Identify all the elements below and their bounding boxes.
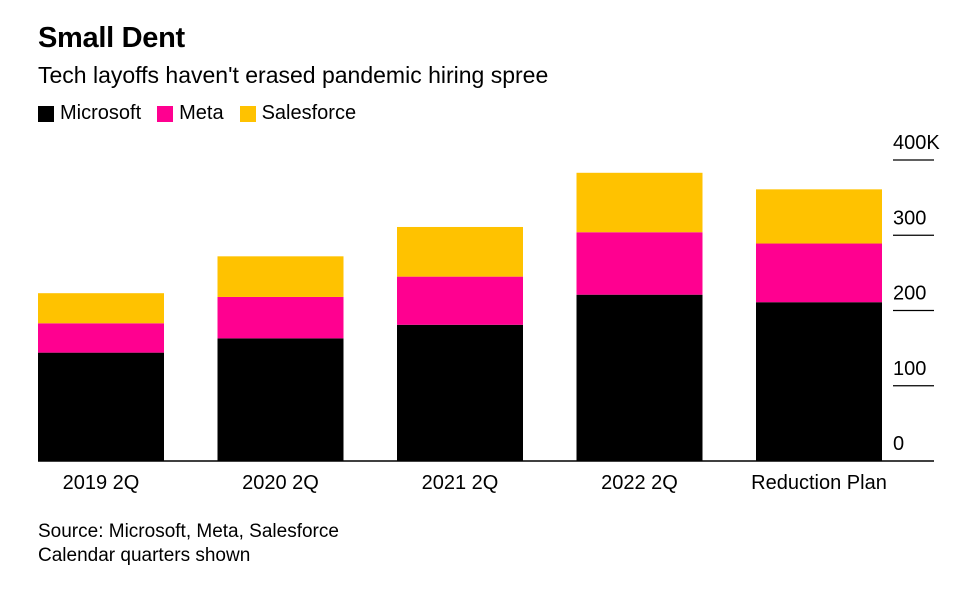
- legend-swatch-salesforce: [239, 105, 256, 122]
- y-tick-label-300: 300: [893, 207, 926, 229]
- bar-microsoft-2020-2q: [217, 338, 344, 461]
- bar-meta-reduction-plan: [756, 243, 882, 303]
- legend-item-salesforce: Salesforce: [239, 102, 357, 125]
- bar-salesforce-reduction-plan: [756, 189, 882, 244]
- chart-title: Small Dent: [38, 22, 185, 54]
- legend-swatch-meta: [157, 105, 174, 122]
- legend-label-microsoft: Microsoft: [60, 102, 142, 124]
- bar-microsoft-2021-2q: [397, 324, 523, 461]
- x-tick-label-2022-2q: 2022 2Q: [601, 472, 678, 494]
- bar-salesforce-2019-2q: [38, 293, 164, 324]
- bar-salesforce-2022-2q: [576, 172, 703, 233]
- bar-salesforce-2020-2q: [217, 256, 344, 297]
- legend-item-meta: Meta: [157, 102, 224, 125]
- x-tick-label-2020-2q: 2020 2Q: [242, 472, 319, 494]
- bar-meta-2022-2q: [576, 232, 703, 295]
- y-tick-label-200: 200: [893, 283, 926, 305]
- legend-label-meta: Meta: [179, 102, 224, 124]
- y-tick-label-100: 100: [893, 358, 926, 380]
- source-note: Source: Microsoft, Meta, Salesforce: [38, 521, 339, 542]
- bar-meta-2021-2q: [397, 276, 523, 325]
- bar-meta-2020-2q: [217, 296, 344, 339]
- bar-salesforce-2021-2q: [397, 226, 523, 277]
- chart-subtitle: Tech layoffs haven't erased pandemic hir…: [38, 62, 549, 88]
- bar-microsoft-2019-2q: [38, 352, 164, 461]
- footer: Source: Microsoft, Meta, Salesforce Cale…: [38, 520, 339, 568]
- legend-swatch-microsoft: [38, 105, 54, 122]
- legend-item-microsoft: Microsoft: [38, 102, 141, 125]
- legend: Microsoft Meta Salesforce: [38, 102, 356, 125]
- x-tick-label-2021-2q: 2021 2Q: [422, 472, 499, 494]
- calendar-note: Calendar quarters shown: [38, 545, 251, 566]
- y-tick-label-0: 0: [893, 433, 904, 455]
- bar-microsoft-2022-2q: [576, 294, 703, 461]
- x-tick-label-reduction-plan: Reduction Plan: [751, 472, 887, 494]
- bar-microsoft-reduction-plan: [756, 302, 882, 461]
- legend-label-salesforce: Salesforce: [261, 102, 357, 124]
- x-tick-label-2019-2q: 2019 2Q: [63, 472, 140, 494]
- bar-meta-2019-2q: [38, 323, 164, 353]
- y-tick-label-400k: 400K: [893, 132, 940, 154]
